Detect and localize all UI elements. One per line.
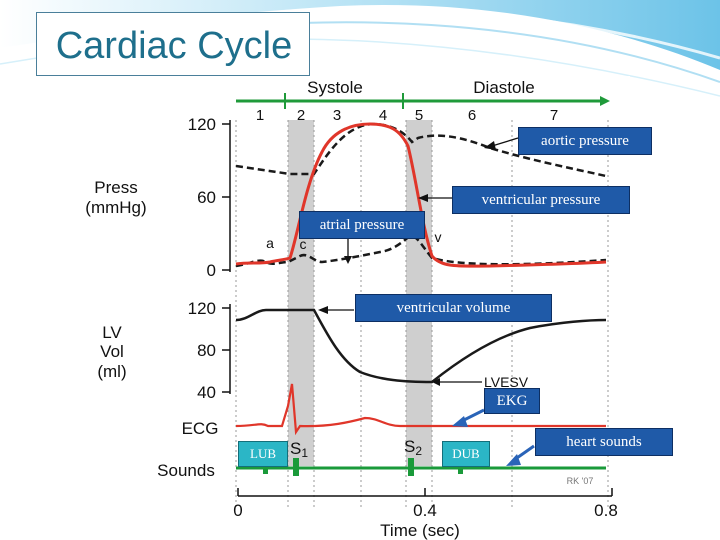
- lvesv-arrowhead: [432, 378, 440, 386]
- time-axis: 0 0.4 0.8 Time (sec): [233, 488, 618, 540]
- sounds-row-label: Sounds: [157, 461, 215, 480]
- dub-label: DUB: [442, 441, 490, 467]
- aortic-pressure-callout: aortic pressure: [518, 127, 652, 155]
- cardiac-cycle-diagram: Systole Diastole 1 2 3 4 5 6 7 120 60 0 …: [85, 78, 618, 540]
- atrial-pressure-callout: atrial pressure: [299, 211, 425, 239]
- time-tick: 0.4: [413, 501, 437, 520]
- ventricular-pressure-pointer-head: [418, 194, 428, 202]
- heart-sounds-pointer-head: [506, 454, 521, 466]
- lub-label: LUB: [238, 441, 288, 467]
- ventricular-pressure-callout: ventricular pressure: [452, 186, 630, 214]
- heart-sounds-callout: heart sounds: [535, 428, 673, 456]
- ekg-pointer-head: [452, 416, 468, 427]
- volume-axis-unit: (ml): [97, 362, 126, 381]
- a-wave-label: a: [266, 235, 274, 251]
- isovolumic-relaxation-band: [406, 120, 432, 466]
- aortic-pressure-curve: [235, 122, 607, 178]
- pressure-axis: 120 60 0 Press (mmHg): [85, 115, 231, 280]
- ventricular-volume-callout: ventricular volume: [355, 294, 552, 322]
- v-wave-label: v: [435, 229, 442, 245]
- pressure-axis-label: Press: [94, 178, 137, 197]
- heart-sounds-track: S1 S2: [236, 437, 606, 476]
- slide-title: Cardiac Cycle: [55, 25, 293, 67]
- s1-burst: [293, 458, 299, 476]
- phase-number: 2: [297, 107, 305, 124]
- systole-label: Systole: [307, 78, 363, 97]
- volume-tick: 80: [197, 341, 216, 360]
- diastole-label: Diastole: [473, 78, 534, 97]
- phase-bar-arrowhead: [600, 96, 610, 106]
- atrial-pressure-curve: [235, 234, 607, 268]
- ventricular-pressure-curve: [235, 122, 607, 268]
- volume-tick: 40: [197, 383, 216, 402]
- time-axis-label: Time (sec): [380, 521, 460, 540]
- time-tick: 0.8: [594, 501, 618, 520]
- phase-number: 6: [468, 107, 476, 124]
- s2-burst: [408, 458, 414, 476]
- ecg-row-label: ECG: [182, 419, 219, 438]
- phase-number: 5: [415, 107, 423, 124]
- aortic-pointer-head: [484, 141, 496, 150]
- ecg-trace: [235, 383, 606, 436]
- volume-axis: 120 80 40 LV Vol (ml): [97, 299, 231, 402]
- volume-axis-label: LV: [102, 323, 122, 342]
- pressure-tick: 60: [197, 188, 216, 207]
- volume-axis-label: Vol: [100, 342, 124, 361]
- s2-burst: [458, 464, 463, 474]
- s1-burst: [263, 464, 268, 474]
- atrial-pointer-head: [344, 256, 352, 264]
- pressure-axis-unit: (mmHg): [85, 198, 146, 217]
- aortic-pointer: [491, 137, 519, 147]
- pressure-tick: 0: [207, 261, 216, 280]
- volume-pointer-head: [318, 306, 328, 314]
- time-tick: 0: [233, 501, 242, 520]
- ventricular-volume-curve: [235, 308, 607, 384]
- title-box: Cardiac Cycle: [36, 12, 310, 76]
- isovolumic-contraction-band: [288, 120, 314, 466]
- s1-label: S1: [290, 439, 308, 460]
- figure-credit: RK '07: [567, 476, 594, 486]
- phase-bar: Systole Diastole 1 2 3 4 5 6 7: [236, 78, 610, 124]
- phase-number: 3: [333, 107, 341, 124]
- phase-number: 4: [379, 107, 387, 124]
- lvesv-label: LVESV: [484, 374, 529, 390]
- c-wave-label: c: [300, 236, 307, 252]
- ekg-callout: EKG: [484, 388, 540, 414]
- phase-number: 1: [256, 107, 264, 124]
- pressure-tick: 120: [188, 115, 216, 134]
- s2-label: S2: [404, 437, 422, 458]
- phase-number: 7: [550, 107, 558, 124]
- volume-tick: 120: [188, 299, 216, 318]
